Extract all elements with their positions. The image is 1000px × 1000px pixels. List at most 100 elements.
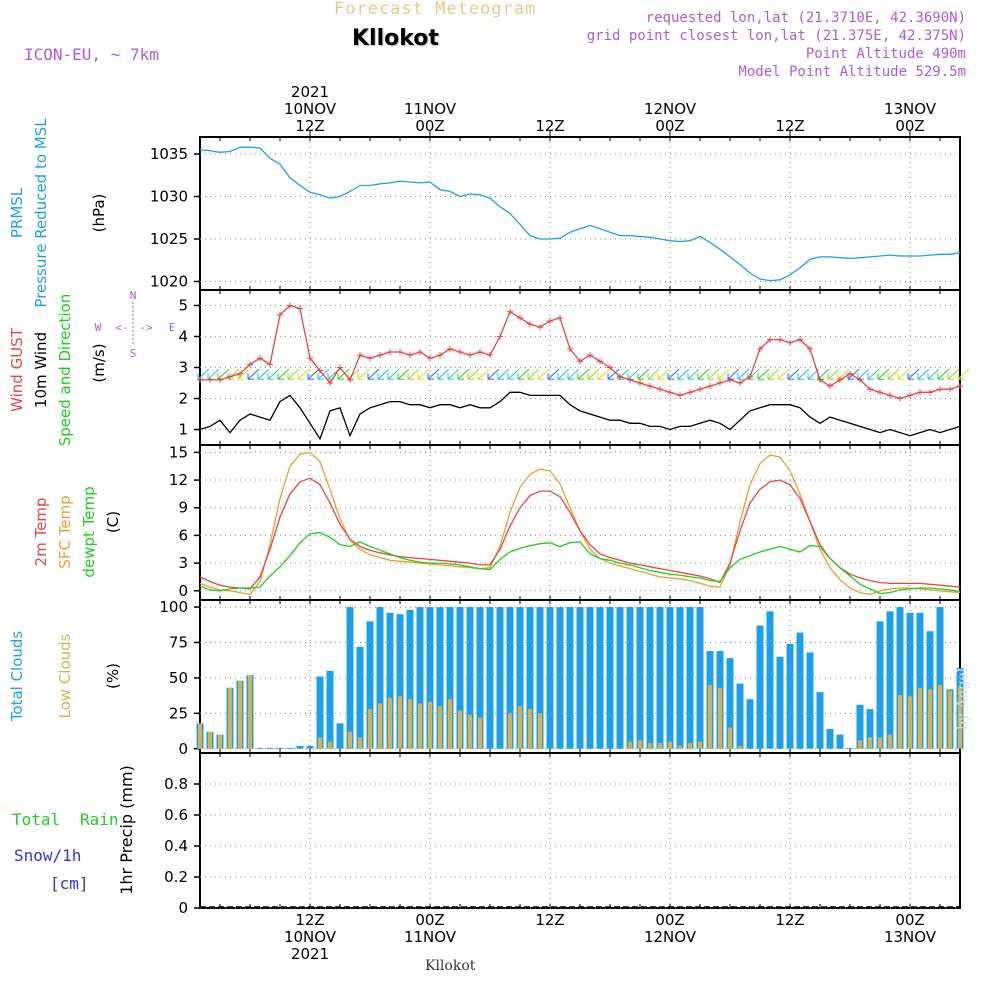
- y-tick-label: 15: [169, 443, 188, 461]
- low-cloud-bar: [958, 686, 962, 749]
- wind-arrow: [787, 368, 800, 380]
- total-clouds-label: Total Clouds: [8, 631, 26, 723]
- total-cloud-bar: [516, 607, 524, 749]
- time-label-top: 00Z: [415, 117, 444, 135]
- temp-2m-label: 2m Temp: [32, 498, 50, 567]
- y-tick-label: 1035: [150, 145, 188, 163]
- low-cloud-bar: [858, 740, 862, 749]
- total-cloud-bar: [626, 607, 634, 749]
- model-altitude: Model Point Altitude 529.5m: [738, 64, 966, 80]
- wind-arrow: [707, 368, 720, 380]
- grid-point-coords: grid point closest lon,lat (21.375E, 42.…: [586, 28, 966, 44]
- total-cloud-bar: [426, 607, 434, 749]
- rain-label: Rain: [80, 810, 119, 829]
- total-cloud-bar: [406, 609, 414, 749]
- total-cloud-bar: [556, 607, 564, 749]
- wind-arrow: [797, 368, 810, 380]
- wind-arrow: [957, 368, 970, 380]
- wind-arrow: [497, 368, 510, 380]
- y-tick-label: 0.4: [164, 837, 188, 855]
- low-cloud-bar: [538, 713, 542, 749]
- time-label-top: 12NOV: [644, 100, 697, 118]
- wind-arrow: [287, 368, 300, 380]
- total-cloud-bar: [696, 607, 704, 749]
- total-cloud-bar: [866, 709, 874, 749]
- total-cloud-bar: [266, 747, 274, 749]
- low-cloud-bar: [198, 723, 202, 749]
- total-cloud-bar: [876, 621, 884, 749]
- cloud-bars: [196, 607, 964, 749]
- temp-dewpt-label: dewpt Temp: [80, 486, 98, 577]
- total-cloud-bar: [586, 607, 594, 749]
- wind-arrow: [427, 368, 440, 380]
- y-tick-label: 3: [178, 554, 188, 572]
- low-cloud-bar: [318, 737, 322, 749]
- low-cloud-bar: [328, 741, 332, 749]
- wind-arrow: [937, 368, 950, 380]
- total-cloud-bar: [536, 607, 544, 749]
- total-cloud-bar: [336, 723, 344, 749]
- time-label-bottom: 12Z: [775, 911, 804, 929]
- y-tick-label: 12: [169, 471, 188, 489]
- panel-1: 1020 1025 1030 1035: [150, 136, 961, 291]
- wind-arrow: [357, 368, 370, 380]
- low-cloud-bar: [388, 697, 392, 749]
- low-cloud-bar: [508, 713, 512, 749]
- wind-arrow: [737, 368, 750, 380]
- low-cloud-bar: [898, 694, 902, 749]
- model-label: ICON-EU, ~ 7km: [24, 45, 159, 64]
- y-tick-label: 50: [169, 669, 188, 687]
- low-cloud-bar: [408, 699, 412, 749]
- pressure-unit: (hPa): [90, 194, 108, 233]
- series-prmsl: [199, 146, 961, 282]
- wind-arrow: [257, 368, 270, 380]
- total-cloud-bar: [446, 607, 454, 749]
- total-cloud-bar: [386, 612, 394, 749]
- y-tick-label: 3: [178, 359, 188, 377]
- low-cloud-bar: [208, 731, 212, 749]
- y-tick-label: 0.6: [164, 806, 188, 824]
- time-label-top: 00Z: [655, 117, 684, 135]
- low-cloud-bar: [238, 680, 242, 749]
- wind-arrow: [277, 368, 290, 380]
- wind-arrow: [467, 368, 480, 380]
- total-cloud-bar: [756, 625, 764, 749]
- total-cloud-bar: [596, 607, 604, 749]
- chart-title: Forecast Meteogram: [334, 0, 537, 19]
- time-label-top: 12Z: [295, 117, 324, 135]
- compass-s: S: [130, 347, 137, 360]
- low-cloud-bar: [528, 709, 532, 749]
- wind-arrow: [337, 368, 350, 380]
- wind-arrow: [397, 368, 410, 380]
- wind-arrow: [487, 368, 500, 380]
- low-cloud-bar: [348, 731, 352, 749]
- compass-left-arrow: <-: [115, 321, 128, 334]
- low-cloud-bar: [868, 737, 872, 749]
- panel-frame: [199, 136, 961, 291]
- wind-arrow: [477, 368, 490, 380]
- snow-label: Snow/1h: [14, 846, 81, 865]
- low-cloud-bar: [938, 685, 942, 749]
- y-tick-label: 0.8: [164, 775, 188, 793]
- low-cloud-bar: [428, 702, 432, 749]
- y-tick-label: 0.2: [164, 868, 188, 886]
- wind-arrow: [437, 368, 450, 380]
- low-cloud-bar: [948, 690, 952, 749]
- wind-arrow: [927, 368, 940, 380]
- wind-arrow: [637, 368, 650, 380]
- low-cloud-bar: [358, 737, 362, 749]
- y-tick-label: 6: [178, 526, 188, 544]
- time-label-bottom: 12Z: [295, 911, 324, 929]
- y-tick-label: 5: [178, 297, 188, 315]
- low-cloud-bar: [448, 699, 452, 749]
- low-cloud-bar: [928, 689, 932, 749]
- wind-arrow: [877, 368, 890, 380]
- total-cloud-bar: [296, 745, 304, 749]
- y-tick-label: 4: [178, 328, 188, 346]
- total-cloud-bar: [936, 607, 944, 749]
- low-cloud-bar: [468, 714, 472, 749]
- total-cloud-bar: [686, 607, 694, 749]
- total-cloud-bar: [376, 607, 384, 749]
- compass-w: W: [95, 321, 102, 334]
- total-cloud-bar: [796, 632, 804, 749]
